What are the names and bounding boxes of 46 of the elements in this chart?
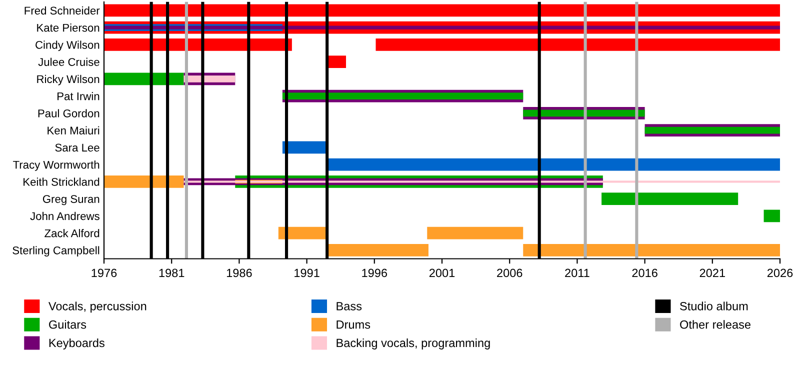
y-tick-label: Pat Irwin	[58, 92, 100, 100]
bar	[282, 92, 524, 100]
x-tick-label: 2011	[565, 268, 590, 278]
legend-label: Backing vocals, programming	[336, 338, 490, 350]
x-tick-label: 1991	[294, 268, 320, 278]
y-tick-label: Ricky Wilson	[37, 74, 100, 86]
bar	[328, 244, 428, 256]
bar	[644, 126, 780, 134]
y-tick-label: Fred Schneider	[24, 6, 100, 15]
bar	[327, 56, 346, 68]
bar	[328, 158, 780, 171]
x-tick-label: 2016	[632, 268, 658, 278]
bar	[602, 192, 738, 205]
legend-label: Other release	[680, 320, 750, 329]
y-tick-label: Paul Gordon	[38, 109, 100, 118]
y-tick-label: Zack Alford	[44, 229, 100, 238]
x-tick-label: 2021	[700, 268, 725, 278]
bar	[104, 4, 780, 17]
y-tick-label: Tracy Wormworth	[13, 160, 100, 171]
x-tick-label: 2001	[429, 268, 455, 278]
bar	[427, 226, 524, 240]
x-tick-label: 2026	[767, 268, 793, 278]
bar	[376, 38, 780, 51]
x-tick-label: 2006	[497, 268, 522, 278]
y-tick-label: John Andrews	[30, 212, 100, 220]
bar	[523, 244, 780, 256]
y-tick-label: Cindy Wilson	[36, 40, 100, 52]
y-tick-label: Sara Lee	[55, 144, 100, 152]
y-tick-label: Kate Pierson	[37, 24, 100, 32]
legend-label: Vocals, percussion	[48, 302, 146, 313]
legend-label: Bass	[336, 302, 362, 310]
y-tick-label: Julee Cruise	[38, 58, 100, 66]
legend-label: Guitars	[49, 320, 86, 329]
x-tick-label: 1986	[226, 268, 252, 278]
bar	[764, 210, 780, 222]
legend-label: Drums	[336, 320, 370, 329]
x-tick-label: 1996	[362, 268, 388, 278]
legend-label: Keyboards	[49, 338, 104, 350]
x-tick-label: 1981	[159, 268, 184, 278]
bar	[104, 38, 292, 51]
y-tick-label: Ken Maiuri	[48, 126, 100, 134]
y-tick-label: Greg Suran	[42, 195, 100, 206]
y-tick-label: Keith Strickland	[24, 178, 100, 186]
legend-label: Studio album	[680, 302, 748, 310]
x-tick-label: 1976	[92, 268, 117, 278]
y-tick-label: Sterling Campbell	[12, 246, 100, 257]
